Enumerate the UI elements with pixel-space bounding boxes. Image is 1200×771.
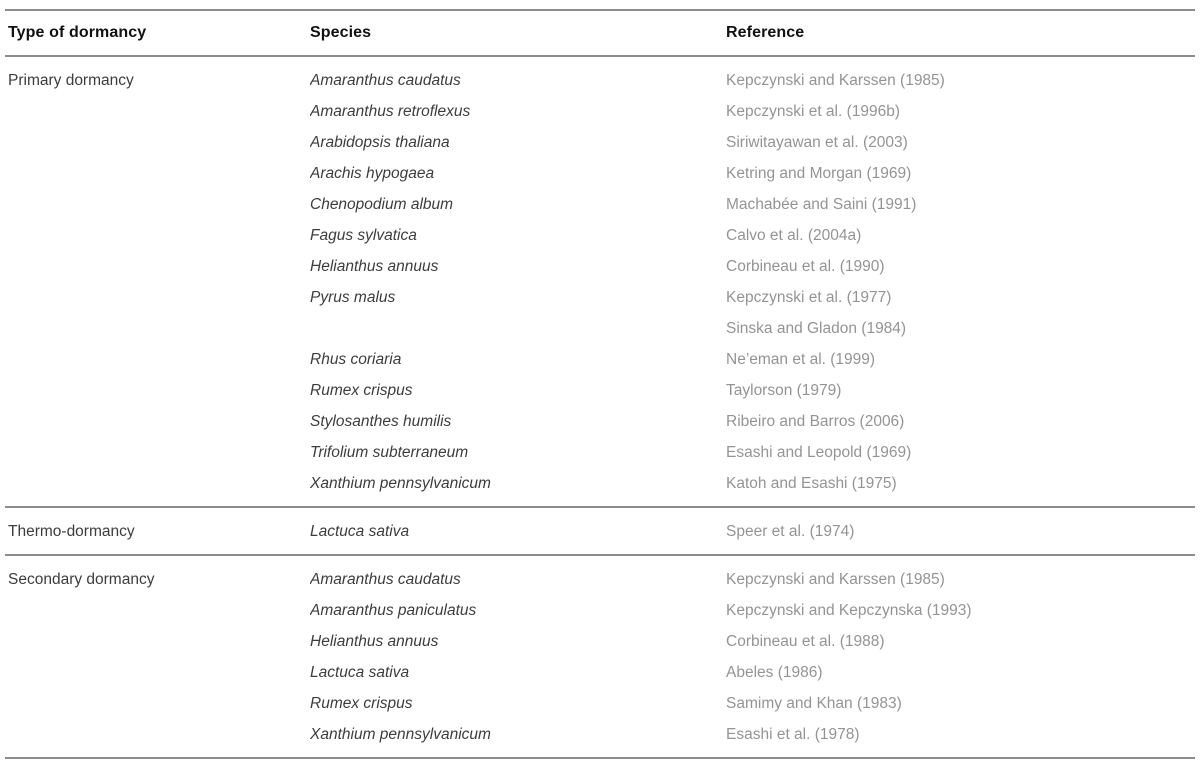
column-header-species: Species: [310, 24, 372, 41]
species-cell: Amaranthus caudatus: [310, 571, 461, 588]
species-cell: Lactuca sativa: [310, 523, 410, 540]
reference-cell: Corbineau et al. (1988): [726, 633, 885, 650]
table-row: Amaranthus retroflexus Kepczynski et al.…: [5, 96, 1195, 127]
species-cell: Xanthium pennsylvanicum: [310, 726, 491, 743]
species-cell: Rumex crispus: [310, 695, 413, 712]
table-row: Rhus coriaria Ne’eman et al. (1999): [5, 344, 1195, 375]
reference-cell: Esashi et al. (1978): [726, 726, 860, 743]
column-header-reference: Reference: [726, 24, 805, 41]
species-cell: Arachis hypogaea: [310, 165, 435, 182]
table-row: Secondary dormancy Amaranthus caudatus K…: [5, 564, 1195, 595]
table-row: Amaranthus paniculatus Kepczynski and Ke…: [5, 595, 1195, 626]
table-row: Helianthus annuus Corbineau et al. (1988…: [5, 626, 1195, 657]
table-row: Rumex crispus Taylorson (1979): [5, 375, 1195, 406]
species-cell: Fagus sylvatica: [310, 227, 417, 244]
reference-cell: Kepczynski and Karssen (1985): [726, 571, 945, 588]
table-row: Rumex crispus Samimy and Khan (1983): [5, 688, 1195, 719]
species-cell: Amaranthus retroflexus: [310, 103, 471, 120]
table-row: Xanthium pennsylvanicum Katoh and Esashi…: [5, 468, 1195, 499]
table-row: Sinska and Gladon (1984): [5, 313, 1195, 344]
reference-cell: Esashi and Leopold (1969): [726, 444, 912, 461]
reference-cell: Ketring and Morgan (1969): [726, 165, 912, 182]
column-header-type-of-dormancy: Type of dormancy: [8, 24, 147, 41]
dormancy-type-cell: [8, 437, 310, 468]
dormancy-type-cell: [8, 96, 310, 127]
dormancy-type-cell: Primary dormancy: [8, 72, 134, 89]
species-cell: Helianthus annuus: [310, 633, 439, 650]
reference-cell: Katoh and Esashi (1975): [726, 475, 897, 492]
table-row: Xanthium pennsylvanicum Esashi et al. (1…: [5, 719, 1195, 750]
table-row: Trifolium subterraneum Esashi and Leopol…: [5, 437, 1195, 468]
species-cell: Rhus coriaria: [310, 351, 402, 368]
table-row: Arabidopsis thaliana Siriwitayawan et al…: [5, 127, 1195, 158]
dormancy-type-cell: [8, 626, 310, 657]
dormancy-type-cell: [8, 688, 310, 719]
species-cell: Amaranthus caudatus: [310, 72, 461, 89]
table-row: Pyrus malus Kepczynski et al. (1977): [5, 282, 1195, 313]
dormancy-type-cell: [8, 127, 310, 158]
dormancy-type-cell: [8, 189, 310, 220]
dormancy-type-cell: Thermo-dormancy: [8, 523, 135, 540]
reference-cell: Sinska and Gladon (1984): [726, 320, 907, 337]
reference-cell: Abeles (1986): [726, 664, 823, 681]
dormancy-type-cell: [8, 595, 310, 626]
species-cell: [310, 313, 726, 344]
reference-cell: Siriwitayawan et al. (2003): [726, 134, 908, 151]
species-cell: Stylosanthes humilis: [310, 413, 452, 430]
dormancy-type-cell: [8, 375, 310, 406]
dormancy-type-cell: Secondary dormancy: [8, 571, 155, 588]
dormancy-type-cell: [8, 406, 310, 437]
reference-cell: Machabée and Saini (1991): [726, 196, 917, 213]
table-row: Helianthus annuus Corbineau et al. (1990…: [5, 251, 1195, 282]
dormancy-type-cell: [8, 220, 310, 251]
reference-cell: Calvo et al. (2004a): [726, 227, 862, 244]
reference-cell: Kepczynski and Karssen (1985): [726, 72, 945, 89]
species-cell: Pyrus malus: [310, 289, 396, 306]
reference-cell: Taylorson (1979): [726, 382, 842, 399]
dormancy-type-cell: [8, 468, 310, 499]
species-cell: Xanthium pennsylvanicum: [310, 475, 491, 492]
species-cell: Trifolium subterraneum: [310, 444, 469, 461]
species-cell: Lactuca sativa: [310, 664, 410, 681]
table-row: Stylosanthes humilis Ribeiro and Barros …: [5, 406, 1195, 437]
reference-cell: Kepczynski and Kepczynska (1993): [726, 602, 972, 619]
table-row: Thermo-dormancy Lactuca sativa Speer et …: [5, 516, 1195, 547]
table-section: Thermo-dormancy Lactuca sativa Speer et …: [5, 508, 1195, 556]
species-cell: Amaranthus paniculatus: [310, 602, 477, 619]
dormancy-type-cell: [8, 344, 310, 375]
dormancy-type-cell: [8, 719, 310, 750]
table-body: Primary dormancy Amaranthus caudatus Kep…: [5, 57, 1195, 759]
dormancy-type-cell: [8, 282, 310, 313]
reference-cell: Speer et al. (1974): [726, 523, 855, 540]
reference-cell: Ribeiro and Barros (2006): [726, 413, 905, 430]
species-cell: Rumex crispus: [310, 382, 413, 399]
table-section: Primary dormancy Amaranthus caudatus Kep…: [5, 57, 1195, 508]
reference-cell: Kepczynski et al. (1977): [726, 289, 892, 306]
table-row: Lactuca sativa Abeles (1986): [5, 657, 1195, 688]
table-row: Primary dormancy Amaranthus caudatus Kep…: [5, 65, 1195, 96]
reference-cell: Kepczynski et al. (1996b): [726, 103, 901, 120]
dormancy-type-cell: [8, 251, 310, 282]
species-cell: Helianthus annuus: [310, 258, 439, 275]
species-cell: Chenopodium album: [310, 196, 454, 213]
reference-cell: Samimy and Khan (1983): [726, 695, 902, 712]
dormancy-type-cell: [8, 657, 310, 688]
dormancy-type-cell: [8, 313, 310, 344]
species-cell: Arabidopsis thaliana: [310, 134, 450, 151]
table-section: Secondary dormancy Amaranthus caudatus K…: [5, 556, 1195, 759]
table-row: Fagus sylvatica Calvo et al. (2004a): [5, 220, 1195, 251]
reference-cell: Ne’eman et al. (1999): [726, 351, 876, 368]
dormancy-type-cell: [8, 158, 310, 189]
reference-cell: Corbineau et al. (1990): [726, 258, 885, 275]
dormancy-table: Type of dormancy Species Reference Prima…: [5, 9, 1195, 759]
table-row: Arachis hypogaea Ketring and Morgan (196…: [5, 158, 1195, 189]
table-row: Chenopodium album Machabée and Saini (19…: [5, 189, 1195, 220]
table-header-row: Type of dormancy Species Reference: [5, 11, 1195, 57]
